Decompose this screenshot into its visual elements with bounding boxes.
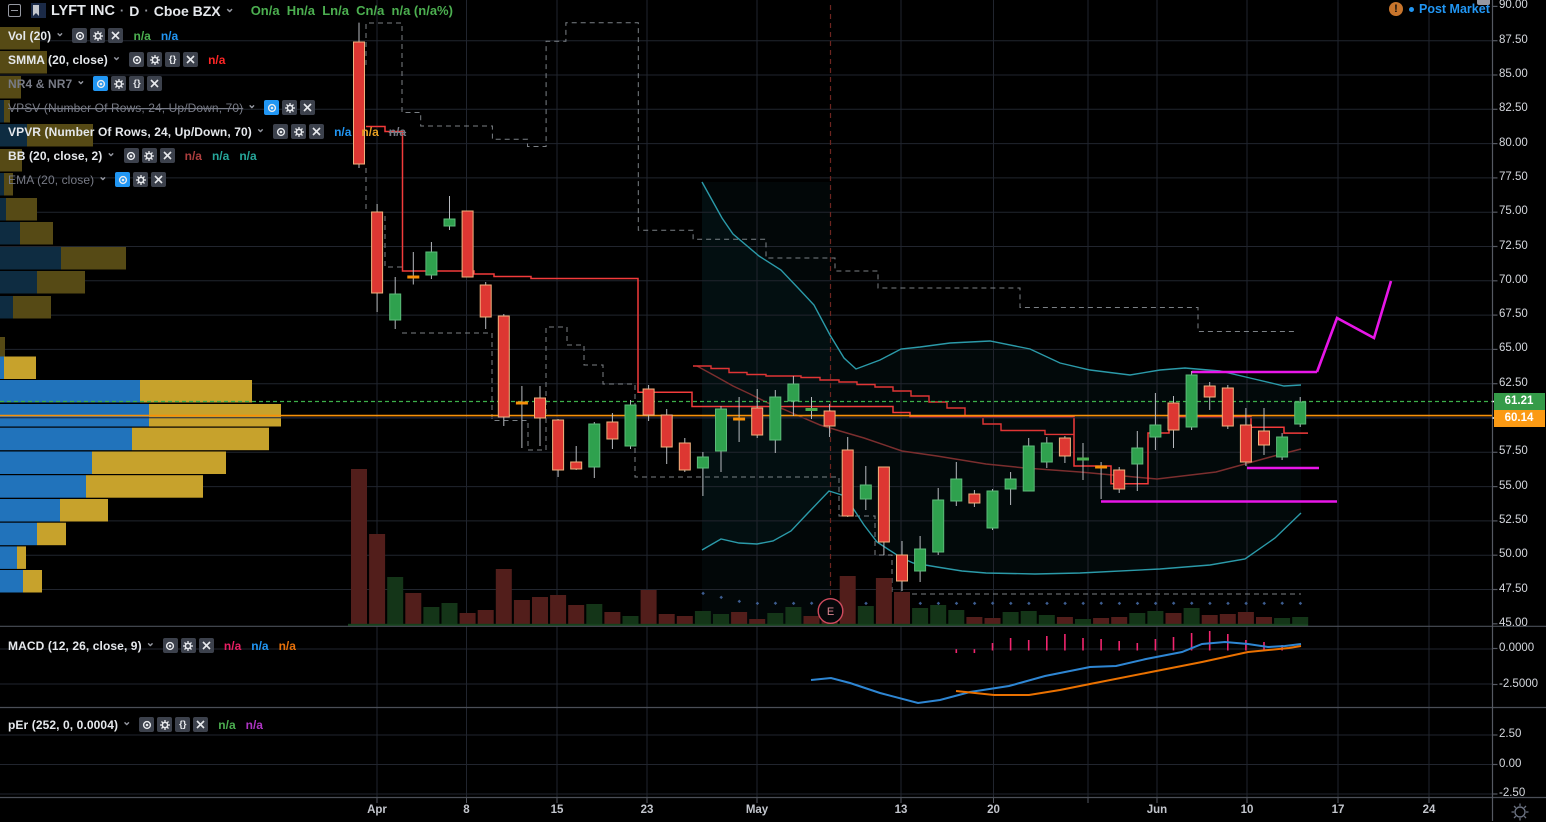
svg-text:E: E: [827, 606, 834, 618]
